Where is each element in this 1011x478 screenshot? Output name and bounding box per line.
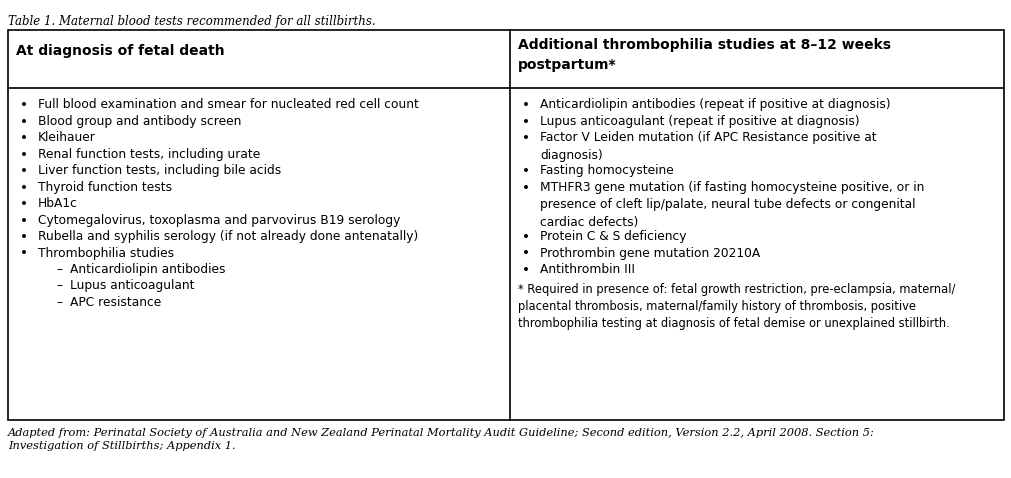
Text: •: • — [522, 181, 530, 195]
Text: •: • — [20, 247, 28, 261]
Text: Anticardiolipin antibodies: Anticardiolipin antibodies — [70, 263, 225, 276]
Text: •: • — [522, 230, 530, 244]
Text: •: • — [522, 115, 530, 129]
Text: •: • — [20, 115, 28, 129]
Text: Full blood examination and smear for nucleated red cell count: Full blood examination and smear for nuc… — [38, 98, 419, 111]
Text: Table 1. Maternal blood tests recommended for all stillbirths.: Table 1. Maternal blood tests recommende… — [8, 15, 375, 28]
Text: •: • — [20, 98, 28, 112]
Text: •: • — [20, 164, 28, 178]
Text: Liver function tests, including bile acids: Liver function tests, including bile aci… — [38, 164, 281, 177]
Text: At diagnosis of fetal death: At diagnosis of fetal death — [16, 44, 224, 58]
Text: Kleihauer: Kleihauer — [38, 131, 96, 144]
Text: •: • — [522, 247, 530, 261]
Text: •: • — [522, 98, 530, 112]
Text: Thyroid function tests: Thyroid function tests — [38, 181, 172, 194]
Text: Prothrombin gene mutation 20210A: Prothrombin gene mutation 20210A — [540, 247, 759, 260]
Text: •: • — [20, 214, 28, 228]
Text: •: • — [20, 131, 28, 145]
Text: APC resistance: APC resistance — [70, 296, 161, 309]
Text: •: • — [20, 148, 28, 162]
Text: HbA1c: HbA1c — [38, 197, 78, 210]
Text: Rubella and syphilis serology (if not already done antenatally): Rubella and syphilis serology (if not al… — [38, 230, 418, 243]
Text: –: – — [56, 280, 62, 293]
Text: Thrombophilia studies: Thrombophilia studies — [38, 247, 174, 260]
Text: Anticardiolipin antibodies (repeat if positive at diagnosis): Anticardiolipin antibodies (repeat if po… — [540, 98, 890, 111]
Text: Factor V Leiden mutation (if APC Resistance positive at
diagnosis): Factor V Leiden mutation (if APC Resista… — [540, 131, 876, 162]
Text: •: • — [20, 197, 28, 211]
Text: Cytomegalovirus, toxoplasma and parvovirus B19 serology: Cytomegalovirus, toxoplasma and parvovir… — [38, 214, 400, 227]
Text: Antithrombin III: Antithrombin III — [540, 263, 634, 276]
Text: Renal function tests, including urate: Renal function tests, including urate — [38, 148, 260, 161]
Text: •: • — [522, 131, 530, 145]
Text: –: – — [56, 263, 62, 276]
Text: * Required in presence of: fetal growth restriction, pre-eclampsia, maternal/
pl: * Required in presence of: fetal growth … — [518, 282, 954, 330]
Text: Additional thrombophilia studies at 8–12 weeks
postpartum*: Additional thrombophilia studies at 8–12… — [518, 38, 890, 72]
Text: Adapted from: Perinatal Society of Australia and New Zealand Perinatal Mortality: Adapted from: Perinatal Society of Austr… — [8, 428, 875, 451]
Text: •: • — [522, 164, 530, 178]
Text: Blood group and antibody screen: Blood group and antibody screen — [38, 115, 242, 128]
Text: •: • — [522, 263, 530, 277]
Text: MTHFR3 gene mutation (if fasting homocysteine positive, or in
presence of cleft : MTHFR3 gene mutation (if fasting homocys… — [540, 181, 923, 228]
Text: •: • — [20, 181, 28, 195]
Text: •: • — [20, 230, 28, 244]
Bar — [8, 30, 1003, 420]
Text: Fasting homocysteine: Fasting homocysteine — [540, 164, 673, 177]
Text: Lupus anticoagulant: Lupus anticoagulant — [70, 280, 194, 293]
Text: Protein C & S deficiency: Protein C & S deficiency — [540, 230, 685, 243]
Text: –: – — [56, 296, 62, 309]
Text: Lupus anticoagulant (repeat if positive at diagnosis): Lupus anticoagulant (repeat if positive … — [540, 115, 858, 128]
